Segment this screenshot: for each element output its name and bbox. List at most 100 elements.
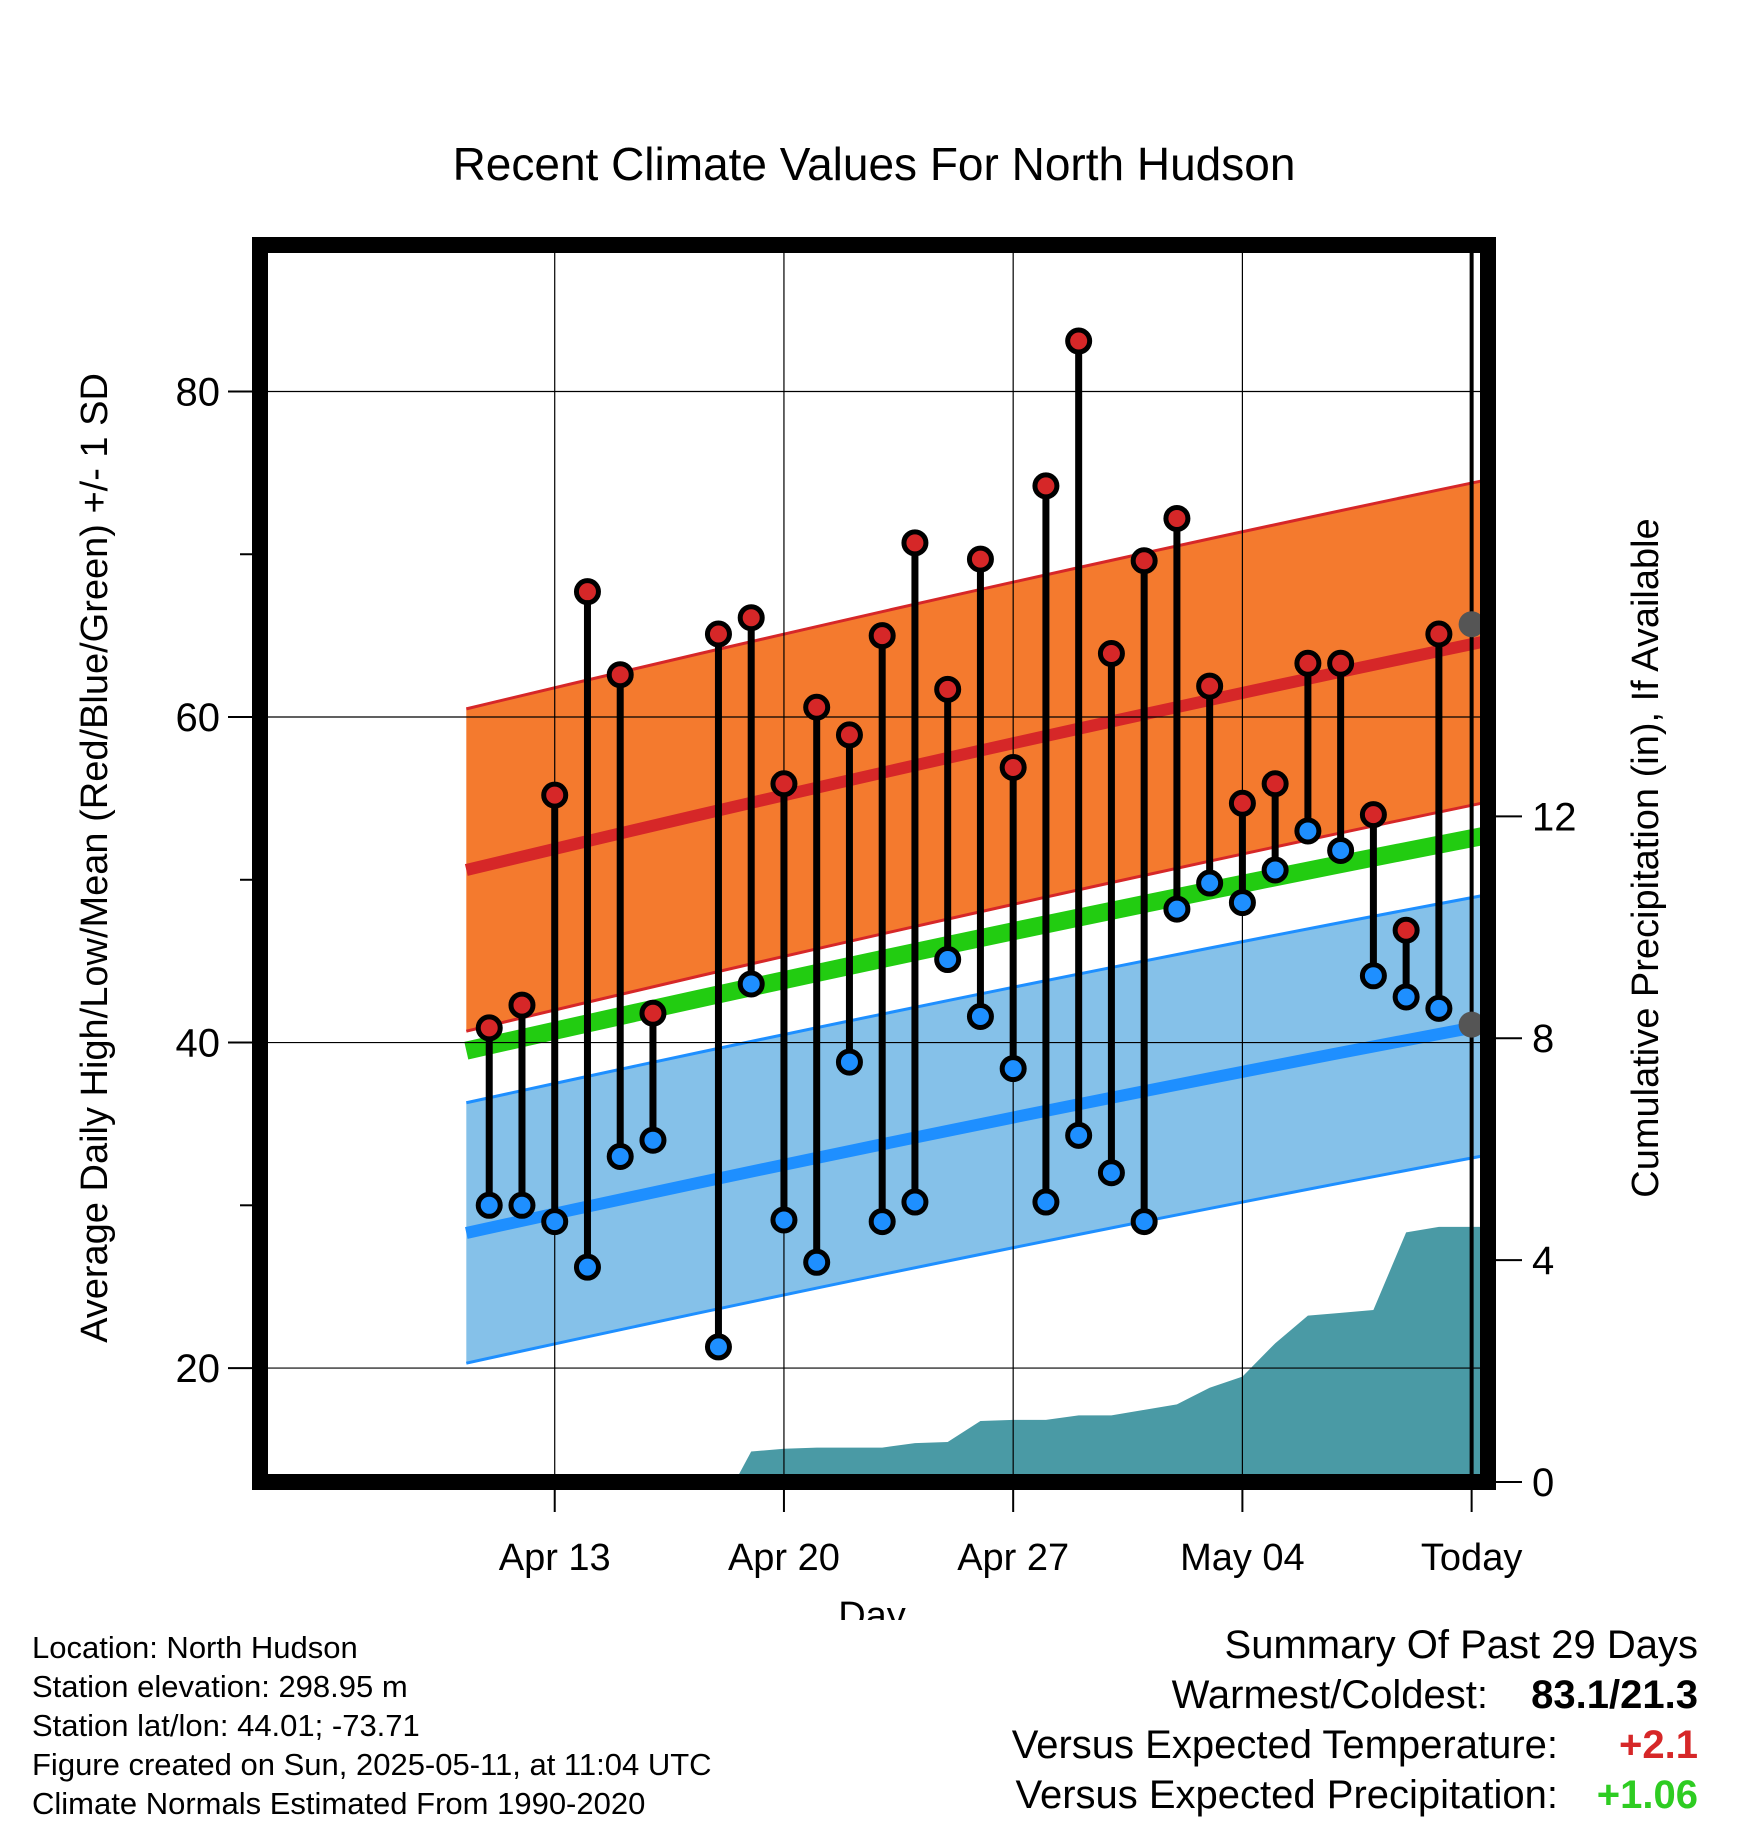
high-point — [1163, 504, 1191, 532]
precip-row: Versus Expected Precipitation: +1.06 — [798, 1770, 1698, 1820]
low-point — [1327, 836, 1355, 864]
climate-chart: Recent Climate Values For North Hudson 1… — [74, 138, 1667, 1620]
low-point — [1065, 1121, 1093, 1149]
low-point — [475, 1191, 503, 1219]
x-tick-label: Apr 27 — [957, 1537, 1069, 1579]
low-point — [1228, 889, 1256, 917]
high-point — [1359, 801, 1387, 829]
low-point — [901, 1188, 929, 1216]
normals-text: Climate Normals Estimated From 1990-2020 — [32, 1786, 646, 1821]
low-point — [508, 1191, 536, 1219]
high-point — [1261, 770, 1289, 798]
mean-normal-line — [464, 825, 1488, 1060]
elevation-text: Station elevation: 298.95 m — [32, 1669, 408, 1704]
high-point — [1327, 649, 1355, 677]
low-point — [606, 1142, 634, 1170]
chart-title: Recent Climate Values For North Hudson — [453, 138, 1296, 190]
high-point — [901, 529, 929, 557]
high-normal-band-lower — [465, 800, 1488, 1033]
low-point — [803, 1248, 831, 1276]
x-axis-label: Day — [838, 1595, 906, 1620]
high-point — [573, 578, 601, 606]
high-point — [475, 1014, 503, 1042]
low-sd-value: ±8°F — [1497, 957, 1569, 995]
low-point — [737, 970, 765, 998]
summary-panel: Summary Of Past 29 Days Warmest/Coldest:… — [798, 1620, 1698, 1820]
y-tick-label: 80 — [176, 370, 221, 414]
plot-frame — [252, 237, 1496, 1490]
high-point — [541, 781, 569, 809]
high-point — [1392, 916, 1420, 944]
low-point — [966, 1002, 994, 1030]
warm-cold-row: Warmest/Coldest: 83.1/21.3 — [798, 1670, 1698, 1720]
high-point — [770, 770, 798, 798]
low-point — [934, 946, 962, 974]
high-normal-line — [464, 634, 1488, 876]
high-point — [1097, 640, 1125, 668]
high-point — [1130, 547, 1158, 575]
summary-title: Summary Of Past 29 Days — [1224, 1623, 1698, 1667]
high-point — [1065, 327, 1093, 355]
high-point — [1228, 789, 1256, 817]
y-tick-label: 60 — [176, 696, 221, 740]
low-point — [770, 1206, 798, 1234]
low-point — [1196, 869, 1224, 897]
low-avg-marker — [1458, 1011, 1485, 1038]
low-point — [1392, 983, 1420, 1011]
y-axis-label: Average Daily High/Low/Mean (Red/Blue/Gr… — [74, 373, 116, 1343]
high-point — [737, 604, 765, 632]
low-point — [639, 1126, 667, 1154]
low-point — [1097, 1159, 1125, 1187]
temp-label: Versus Expected Temperature: — [1011, 1723, 1558, 1767]
temp-value: +2.1 — [1619, 1723, 1698, 1767]
low-normal-band-upper — [465, 893, 1488, 1105]
y-tick-label: 40 — [176, 1022, 221, 1066]
high-point — [1032, 472, 1060, 500]
warm-cold-value: 83.1/21.3 — [1531, 1673, 1698, 1717]
high-point — [704, 620, 732, 648]
x-tick-label: Apr 20 — [728, 1537, 840, 1579]
temp-row: Versus Expected Temperature: +2.1 — [798, 1720, 1698, 1770]
high-point — [1425, 620, 1453, 648]
low-avg-value: 41.1°F — [1489, 1059, 1590, 1097]
low-point — [1261, 856, 1289, 884]
y2-tick-label: 4 — [1532, 1239, 1554, 1283]
low-point — [1294, 817, 1322, 845]
high-sd-label: 1 SD: — [1489, 515, 1576, 553]
low-point — [541, 1208, 569, 1236]
precip-label: Versus Expected Precipitation: — [1015, 1773, 1558, 1817]
y2-tick-label: 8 — [1532, 1017, 1554, 1061]
low-sd-label: 1 SD: — [1497, 915, 1584, 953]
high-point — [835, 721, 863, 749]
high-point — [508, 991, 536, 1019]
low-point — [1359, 962, 1387, 990]
low-point — [1032, 1188, 1060, 1216]
high-point — [999, 753, 1027, 781]
low-point — [999, 1055, 1027, 1083]
precip-area — [702, 1226, 1488, 1482]
low-point — [1130, 1208, 1158, 1236]
y-tick-label: 20 — [176, 1347, 221, 1391]
high-point — [803, 693, 831, 721]
station-info: Location: North Hudson Station elevation… — [32, 1628, 932, 1823]
x-tick-label: Today — [1421, 1537, 1522, 1579]
high-point — [606, 661, 634, 689]
high-point — [639, 999, 667, 1027]
high-avg-value: 65.7°F — [1489, 657, 1590, 695]
high-point — [934, 675, 962, 703]
low-point — [1163, 895, 1191, 923]
y2-tick-label: 0 — [1532, 1461, 1554, 1505]
x-tick-label: Apr 13 — [499, 1537, 611, 1579]
high-point — [1196, 672, 1224, 700]
days-label-line2: Days — [1484, 1423, 1570, 1464]
low-point — [868, 1208, 896, 1236]
y2-axis-label: Cumulative Precipitation (in), If Availa… — [1625, 518, 1667, 1197]
y2-tick-label: 12 — [1532, 795, 1577, 839]
high-avg-marker — [1458, 611, 1485, 638]
high-point — [1294, 649, 1322, 677]
latlon-text: Station lat/lon: 44.01; -73.71 — [32, 1708, 420, 1743]
low-point — [573, 1253, 601, 1281]
high-sd-value: ±9.9°F — [1489, 557, 1589, 595]
low-point — [704, 1333, 732, 1361]
